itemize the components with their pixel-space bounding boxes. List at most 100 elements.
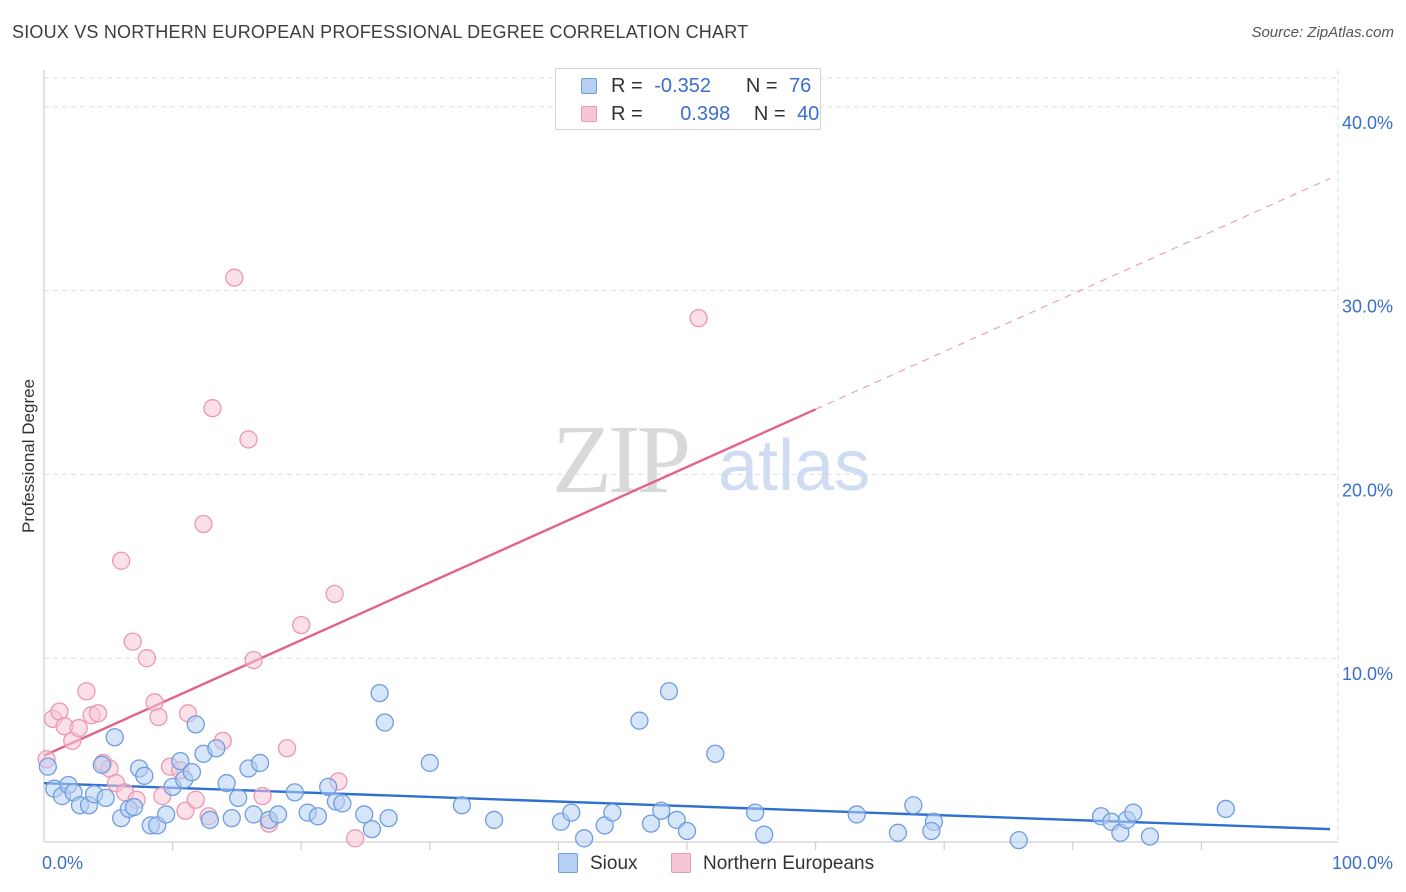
sioux-point xyxy=(92,755,112,774)
y-tick-label: 20.0% xyxy=(1342,480,1393,500)
sioux-point xyxy=(677,821,697,841)
northern-trend-line xyxy=(43,408,817,757)
northern-swatch-icon xyxy=(581,106,597,122)
northern-point xyxy=(203,399,222,418)
sioux-point xyxy=(452,796,472,815)
sioux-point xyxy=(603,803,622,822)
northern-point xyxy=(112,551,131,570)
legend-text-northern: R = 0.398 N = 40 xyxy=(611,101,819,127)
northern-point xyxy=(194,514,213,534)
northern-point xyxy=(346,829,365,848)
sioux-point xyxy=(135,766,154,785)
sioux-point xyxy=(96,788,115,808)
northern-point xyxy=(225,268,244,287)
sioux-point xyxy=(1140,827,1160,846)
sioux-point xyxy=(652,801,671,820)
sioux-point xyxy=(186,715,205,734)
sioux-point xyxy=(38,757,58,776)
sioux-point xyxy=(124,797,144,817)
legend-r-label: R = xyxy=(611,75,643,97)
northern-point xyxy=(88,704,108,723)
sioux-point xyxy=(229,788,248,808)
sioux-legend-icon xyxy=(558,853,578,873)
x-tick-label: 100.0% xyxy=(1332,853,1393,873)
sioux-point xyxy=(420,753,439,773)
northern-point xyxy=(239,430,258,449)
sioux-point xyxy=(207,739,226,758)
legend-text-sioux: R = -0.352 N = 76 xyxy=(611,73,811,99)
legend-r-label: R = xyxy=(611,103,643,125)
sioux-point xyxy=(1124,803,1143,822)
legend-n-label: N = xyxy=(753,103,786,125)
northern-point xyxy=(149,707,168,727)
sioux-point xyxy=(200,810,220,830)
sioux-point xyxy=(171,751,190,771)
sioux-point xyxy=(484,810,504,830)
sioux-point xyxy=(562,803,581,822)
sioux-point xyxy=(244,805,263,824)
sioux-point xyxy=(379,808,398,828)
chart-source: Source: ZipAtlas.com xyxy=(1251,24,1394,41)
northern-point xyxy=(325,584,344,604)
chart-title: SIOUX VS NORTHERN EUROPEAN PROFESSIONAL … xyxy=(12,22,749,42)
northern-point xyxy=(123,632,142,651)
sioux-point xyxy=(222,808,241,828)
northern-point xyxy=(689,308,708,328)
legend-r-value: -0.352 xyxy=(654,75,711,97)
sioux-point xyxy=(1009,831,1028,850)
legend-label-sioux: Sioux xyxy=(590,853,638,874)
sioux-point xyxy=(308,807,328,826)
sioux-point xyxy=(355,805,374,824)
correlation-legend: R = -0.352 N = 76 R = 0.398 N = 40 xyxy=(555,68,821,130)
x-tick-label: 0.0% xyxy=(42,853,83,873)
legend-label-northern: Northern Europeans xyxy=(703,853,875,874)
sioux-point xyxy=(182,763,202,782)
sioux-point xyxy=(659,682,679,701)
northern-point xyxy=(137,649,157,668)
sioux-points xyxy=(38,682,1235,850)
sioux-point xyxy=(375,713,394,732)
sioux-point xyxy=(922,821,941,841)
axes xyxy=(43,70,1338,843)
northern-point xyxy=(186,790,205,809)
sioux-point xyxy=(755,825,774,844)
sioux-point xyxy=(285,783,304,802)
sioux-point xyxy=(641,814,661,833)
northern-point xyxy=(253,786,272,806)
x-tick-labels: 0.0% 100.0% xyxy=(42,853,1393,873)
y-axis-label: Professional Degree xyxy=(19,379,38,533)
sioux-point xyxy=(746,803,765,822)
legend-row-northern: R = 0.398 N = 40 xyxy=(556,101,820,127)
sioux-point xyxy=(250,753,270,773)
sioux-point xyxy=(847,805,866,824)
watermark: ZIP atlas xyxy=(552,406,870,514)
northern-point xyxy=(77,682,96,701)
sioux-point xyxy=(319,777,338,797)
y-tick-labels: 10.0% 20.0% 30.0% 40.0% xyxy=(1342,113,1393,684)
legend-n-label: N = xyxy=(745,75,778,97)
legend-row-sioux: R = -0.352 N = 76 xyxy=(556,73,820,99)
sioux-point xyxy=(630,711,649,730)
sioux-point xyxy=(574,829,594,848)
sioux-point xyxy=(333,794,352,813)
sioux-point xyxy=(370,683,389,703)
y-tick-label: 40.0% xyxy=(1342,113,1393,133)
northern-point xyxy=(292,615,311,635)
northern-trend-extension xyxy=(815,177,1331,410)
sioux-point xyxy=(1216,799,1235,819)
sioux-point xyxy=(157,805,176,824)
northern-point xyxy=(277,739,297,758)
legend-r-value: 0.398 xyxy=(680,103,731,125)
legend-n-value: 76 xyxy=(789,75,812,97)
x-minor-ticks xyxy=(172,842,1203,850)
sioux-point xyxy=(362,819,382,839)
y-tick-label: 10.0% xyxy=(1342,664,1393,684)
sioux-swatch-icon xyxy=(581,78,597,94)
series-legend: Sioux Northern Europeans xyxy=(0,850,1406,878)
sioux-point xyxy=(105,728,124,747)
sioux-point xyxy=(888,823,908,842)
sioux-point xyxy=(217,774,236,793)
y-tick-label: 30.0% xyxy=(1342,297,1393,317)
gridlines xyxy=(44,70,1339,842)
